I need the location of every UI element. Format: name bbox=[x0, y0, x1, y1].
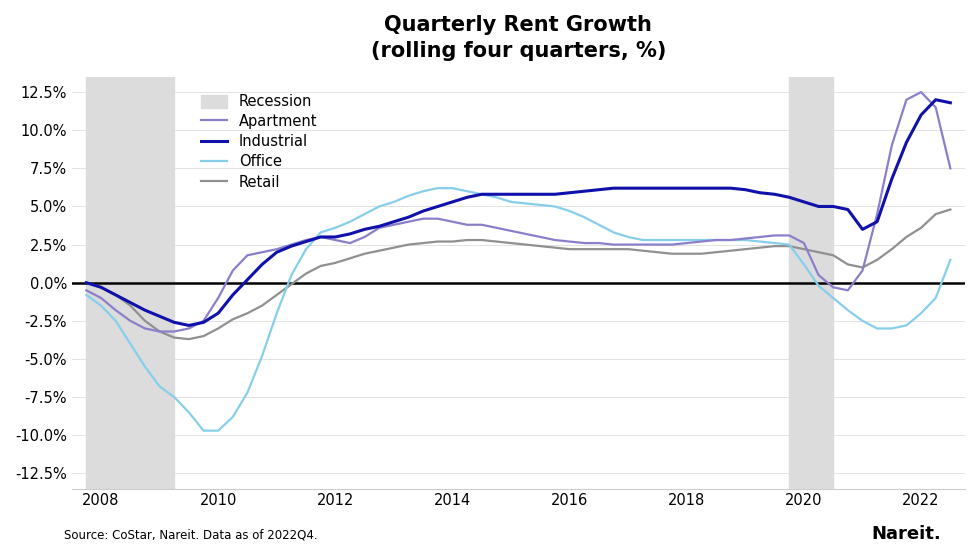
Legend: Recession, Apartment, Industrial, Office, Retail: Recession, Apartment, Industrial, Office… bbox=[195, 88, 323, 196]
Title: Quarterly Rent Growth
(rolling four quarters, %): Quarterly Rent Growth (rolling four quar… bbox=[370, 15, 666, 61]
Bar bbox=[789, 77, 833, 489]
Text: Source: CoStar, Nareit. Data as of 2022Q4.: Source: CoStar, Nareit. Data as of 2022Q… bbox=[64, 528, 318, 541]
Text: Nareit.: Nareit. bbox=[871, 525, 941, 543]
Bar bbox=[86, 77, 174, 489]
